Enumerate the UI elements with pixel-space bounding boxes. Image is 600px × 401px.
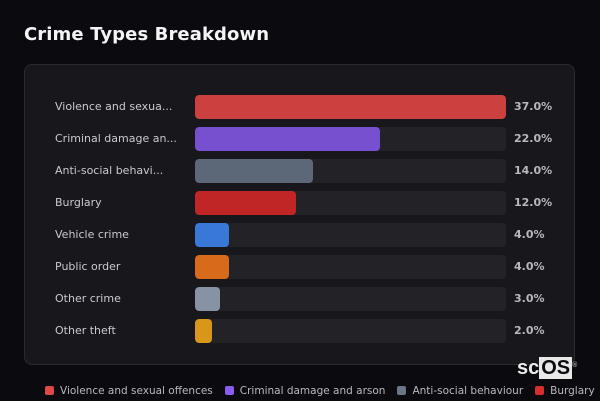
bar-label: Vehicle crime — [55, 228, 129, 241]
bar-row: Vehicle crime 4.0% — [25, 223, 574, 247]
bar-row: Burglary 12.0% — [25, 191, 574, 215]
bar-fill[interactable] — [195, 95, 506, 119]
legend-label: Criminal damage and arson — [239, 385, 386, 397]
bar-value: 12.0% — [514, 196, 553, 209]
bar-row: Other crime 3.0% — [25, 287, 574, 311]
bar-track — [195, 127, 506, 151]
bar-track — [195, 223, 506, 247]
bar-row: Violence and sexua... 37.0% — [25, 95, 574, 119]
legend-item[interactable]: Anti-social behaviour — [397, 385, 523, 397]
bar-fill[interactable] — [195, 127, 381, 151]
bar-row: Anti-social behavi... 14.0% — [25, 159, 574, 183]
bar-fill[interactable] — [195, 223, 229, 247]
chart-card: Violence and sexua... 37.0% Criminal damag… — [24, 64, 575, 365]
bar-row: Other theft 2.0% — [25, 319, 574, 343]
legend-label: Anti-social behaviour — [412, 385, 524, 397]
bar-fill[interactable] — [195, 159, 313, 183]
watermark-logo: sc OS ® — [517, 357, 578, 379]
bar-label: Other theft — [55, 324, 116, 337]
legend-item[interactable]: Burglary — [535, 385, 595, 397]
bar-track — [195, 255, 506, 279]
chart-legend: Violence and sexual offences Criminal dam… — [45, 385, 600, 401]
bar-track — [195, 191, 506, 215]
bar-label: Burglary — [55, 196, 102, 209]
legend-swatch-icon — [397, 386, 407, 395]
bar-value: 3.0% — [514, 292, 545, 305]
bar-value: 22.0% — [514, 132, 553, 145]
bar-track — [195, 319, 506, 343]
bar-track — [195, 287, 506, 311]
bar-row: Public order 4.0% — [25, 255, 574, 279]
bar-value: 4.0% — [514, 260, 545, 273]
bar-label: Public order — [55, 260, 121, 273]
bar-fill[interactable] — [195, 191, 296, 215]
legend-label: Violence and sexual offences — [60, 385, 213, 397]
page-title: Crime Types Breakdown — [24, 24, 270, 45]
bar-label: Criminal damage an... — [55, 132, 177, 145]
bar-fill[interactable] — [195, 287, 221, 311]
legend-swatch-icon — [535, 386, 545, 395]
bar-fill[interactable] — [195, 319, 212, 343]
watermark-boxed: OS — [539, 357, 573, 379]
registered-mark: ® — [572, 362, 578, 369]
bar-value: 14.0% — [514, 164, 553, 177]
bar-label: Anti-social behavi... — [55, 164, 164, 177]
bar-track — [195, 95, 506, 119]
bar-value: 2.0% — [514, 324, 545, 337]
bar-label: Violence and sexua... — [55, 100, 173, 113]
bar-row: Criminal damage an... 22.0% — [25, 127, 574, 151]
legend-swatch-icon — [224, 386, 234, 395]
bar-value: 37.0% — [514, 100, 553, 113]
legend-label: Burglary — [550, 385, 595, 397]
bar-fill[interactable] — [195, 255, 229, 279]
bar-label: Other crime — [55, 292, 121, 305]
legend-swatch-icon — [45, 386, 54, 395]
watermark-prefix: sc — [517, 357, 540, 379]
legend-item[interactable]: Criminal damage and arson — [224, 385, 386, 397]
bar-track — [195, 159, 506, 183]
bar-value: 4.0% — [514, 228, 545, 241]
legend-item[interactable]: Violence and sexual offences — [45, 385, 213, 397]
